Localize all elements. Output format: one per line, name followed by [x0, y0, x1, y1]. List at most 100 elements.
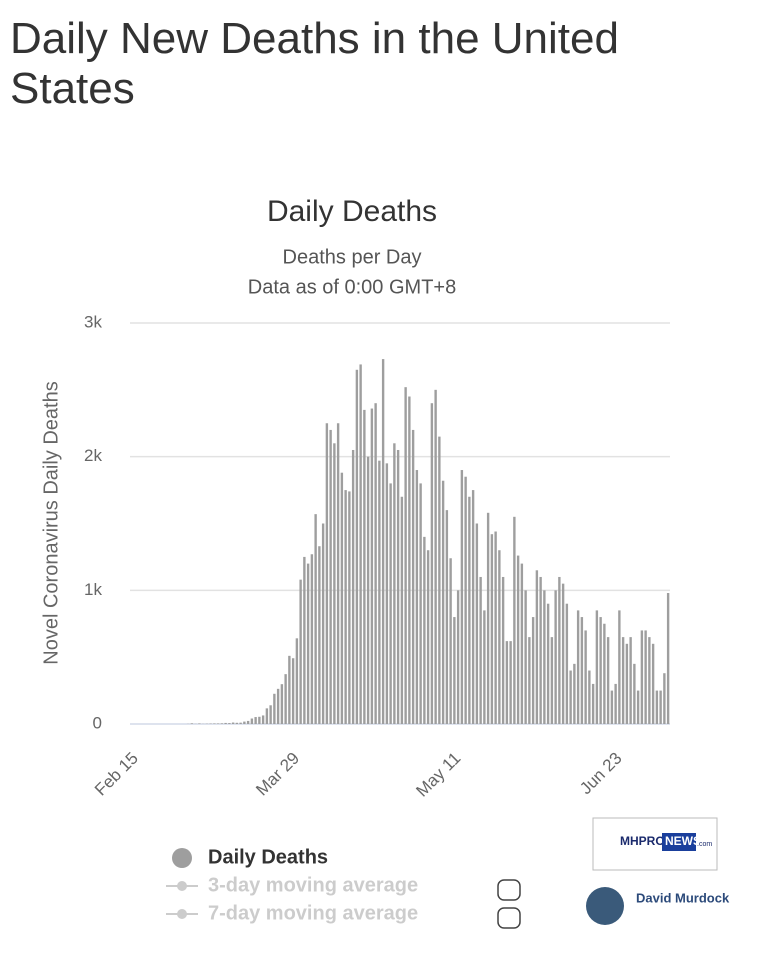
bar	[411, 429, 415, 724]
bar	[329, 429, 332, 724]
bar	[554, 590, 557, 724]
bar	[344, 490, 347, 724]
bar	[363, 409, 366, 724]
bar	[651, 643, 655, 724]
bar	[558, 576, 561, 724]
bar	[198, 723, 201, 724]
bar	[569, 670, 572, 724]
bar	[321, 523, 325, 724]
checkbox[interactable]	[497, 879, 521, 901]
legend-label: 3-day moving average	[208, 874, 418, 896]
bar	[625, 643, 629, 724]
bar	[348, 491, 351, 724]
logo-text: MHPRO	[620, 834, 665, 848]
bar	[666, 593, 670, 724]
bar	[636, 690, 640, 724]
bar	[299, 579, 302, 724]
logo-text: .com	[697, 841, 712, 848]
checkbox[interactable]	[497, 907, 521, 929]
bar	[389, 483, 392, 724]
bar	[325, 423, 329, 724]
credit: David Murdock	[636, 890, 730, 905]
legend-label: 7-day moving average	[208, 902, 418, 924]
bar	[291, 658, 295, 724]
bar	[381, 359, 385, 724]
bar	[261, 715, 265, 724]
bar	[490, 534, 494, 724]
bar	[280, 684, 284, 724]
bar	[599, 617, 602, 724]
bar	[539, 576, 542, 724]
bar	[306, 563, 310, 724]
bar	[524, 590, 527, 724]
bar	[246, 720, 250, 724]
x-tick-label: Jun 23	[576, 749, 626, 799]
bar	[426, 550, 430, 724]
bar	[400, 496, 404, 724]
bar	[310, 554, 314, 724]
bar	[423, 536, 426, 724]
bar	[531, 617, 535, 724]
bar	[243, 721, 246, 724]
bar	[220, 723, 224, 724]
logo-badge	[662, 833, 696, 851]
bar	[434, 389, 437, 724]
bar	[404, 387, 407, 724]
bar	[378, 460, 381, 724]
bar	[359, 364, 362, 724]
legend-marker	[177, 909, 187, 919]
bar	[471, 490, 475, 724]
bar	[438, 436, 441, 724]
bar	[535, 570, 539, 724]
bar	[546, 603, 550, 724]
bar	[640, 630, 644, 724]
y-tick-label: 3k	[84, 312, 102, 331]
bar	[419, 483, 422, 724]
bar	[284, 674, 287, 724]
bar	[340, 472, 344, 724]
bar	[231, 722, 235, 724]
logo-box	[592, 817, 718, 871]
bar	[655, 690, 659, 724]
bar	[295, 638, 299, 724]
bar	[366, 456, 370, 724]
avatar	[586, 887, 624, 925]
bar	[528, 637, 531, 724]
bar	[561, 583, 565, 724]
bar	[228, 723, 231, 724]
legend-marker	[177, 881, 187, 891]
bar	[633, 663, 636, 724]
bar	[610, 690, 614, 724]
bar	[449, 558, 452, 724]
bar	[614, 683, 617, 724]
bar	[580, 617, 584, 724]
bar	[441, 480, 445, 724]
bar	[509, 641, 512, 724]
bar	[408, 396, 411, 724]
bar	[254, 717, 257, 724]
bar	[235, 722, 239, 724]
chart-subtitle: Data as of 0:00 GMT+8	[248, 276, 456, 298]
bar	[543, 590, 546, 724]
bar	[250, 718, 254, 724]
bar	[513, 516, 516, 724]
bar	[273, 693, 276, 724]
bar	[663, 673, 666, 724]
bar	[648, 637, 651, 724]
bar	[629, 637, 632, 724]
bar	[213, 723, 216, 724]
bar	[314, 514, 317, 724]
bar	[269, 705, 272, 724]
bar	[355, 369, 359, 724]
x-tick-label: Feb 15	[91, 749, 142, 800]
bar	[550, 637, 554, 724]
bar	[644, 630, 647, 724]
bar	[595, 610, 599, 724]
bar	[336, 423, 340, 724]
bar	[460, 470, 464, 724]
bar	[216, 723, 220, 724]
bar	[385, 463, 389, 724]
bar	[464, 476, 467, 724]
